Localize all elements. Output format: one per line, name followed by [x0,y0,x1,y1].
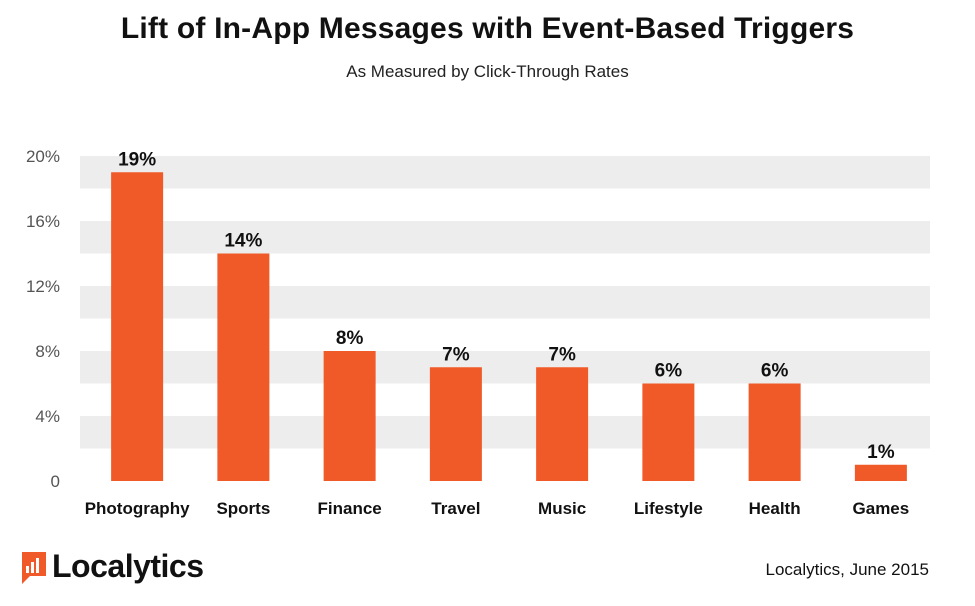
x-tick-label: Photography [85,499,190,518]
bars [111,172,907,481]
y-tick-label: 16% [26,212,60,231]
y-tick-label: 20% [26,147,60,166]
data-label: 14% [224,231,262,252]
grid-band [80,156,930,189]
grid-band [80,286,930,319]
brand: Localytics [22,548,204,585]
data-label: 19% [118,149,156,170]
brand-name: Localytics [52,548,204,584]
chart-subtitle: As Measured by Click-Through Rates [346,62,629,81]
bar-finance [323,351,376,481]
x-tick-label: Finance [318,499,382,518]
x-tick-label: Games [853,499,910,518]
background-bands [80,156,930,449]
bar-travel [429,367,482,481]
grid-band [80,221,930,254]
data-label: 8% [336,328,364,349]
bar-lifestyle [642,383,695,481]
data-label: 7% [548,344,576,365]
grid-band [80,416,930,449]
bar-sports [217,253,270,481]
x-tick-label: Lifestyle [634,499,703,518]
chart-title: Lift of In-App Messages with Event-Based… [120,12,855,45]
y-tick-label: 4% [35,407,60,426]
data-label: 1% [867,442,895,463]
x-tick-label: Music [538,499,586,518]
data-label: 6% [655,361,683,382]
bar-music [536,367,589,481]
data-labels: 19% 14% 8% 7% 7% 6% 6% 1% [118,149,895,463]
x-axis-labels: Photography Sports Finance Travel Music Lifes… [85,499,910,518]
x-tick-label: Health [749,499,801,518]
data-label: 7% [442,344,470,365]
grid-band [80,351,930,384]
x-tick-label: Sports [216,499,270,518]
bar-games [854,464,907,481]
x-tick-label: Travel [431,499,480,518]
bar-photography [111,172,164,481]
y-tick-label: 8% [35,342,60,361]
y-tick-label: 0 [51,472,60,491]
data-label: 6% [761,361,789,382]
source-note: Localytics, June 2015 [765,560,930,579]
bar-health [748,383,801,481]
y-tick-label: 12% [26,277,60,296]
y-axis-ticks: 0 4% 8% 12% 16% 20% [26,147,60,491]
localytics-logo-icon [22,551,46,584]
